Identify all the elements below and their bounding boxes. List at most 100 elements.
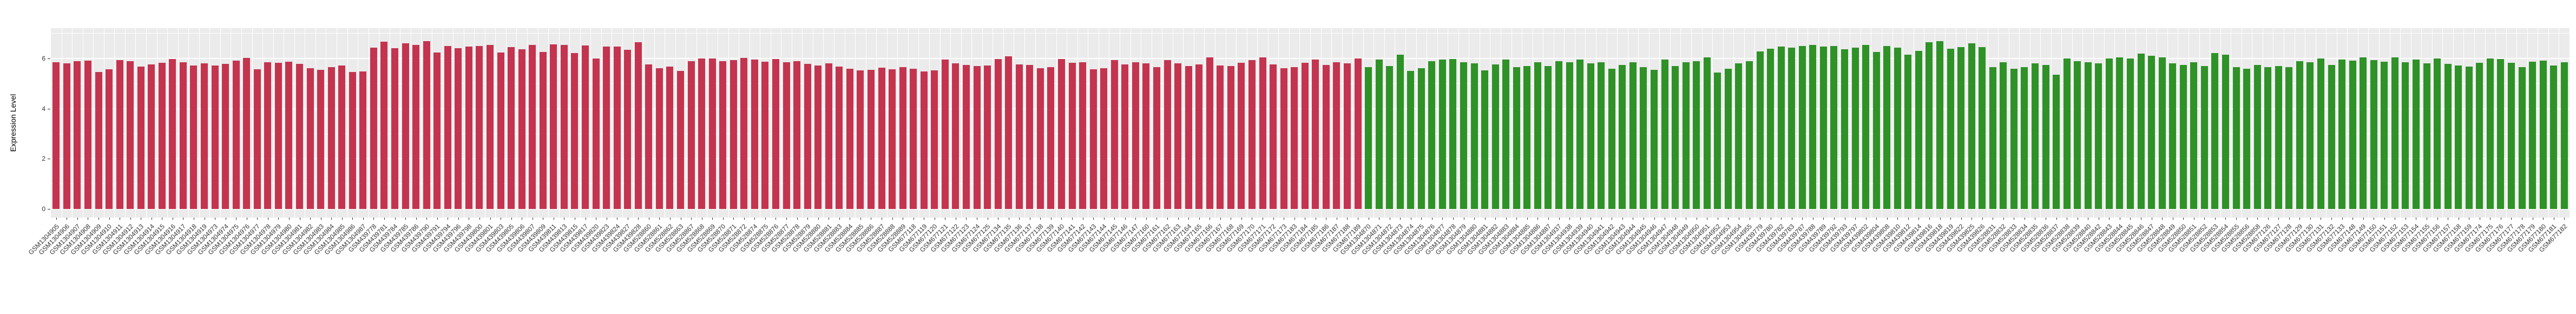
x-tick-mark bbox=[2003, 218, 2004, 220]
vertical-gridline bbox=[929, 28, 930, 218]
bar bbox=[793, 61, 801, 209]
bar bbox=[1132, 62, 1139, 209]
bar bbox=[465, 46, 472, 209]
bar bbox=[666, 67, 674, 209]
bar bbox=[2222, 55, 2229, 209]
vertical-gridline bbox=[2040, 28, 2041, 218]
bar bbox=[2211, 53, 2219, 209]
vertical-gridline bbox=[558, 28, 560, 218]
bar bbox=[550, 44, 557, 209]
bar bbox=[1248, 60, 1256, 209]
vertical-gridline bbox=[2019, 28, 2020, 218]
vertical-gridline bbox=[918, 28, 919, 218]
bar bbox=[1068, 63, 1076, 209]
bar bbox=[1164, 60, 1171, 209]
x-tick-mark bbox=[1961, 218, 1962, 220]
vertical-gridline bbox=[527, 28, 528, 218]
bar bbox=[232, 60, 240, 209]
y-tick-label: 0 bbox=[42, 205, 45, 213]
bar bbox=[2031, 63, 2039, 209]
bar bbox=[285, 61, 293, 209]
bar bbox=[1354, 58, 1362, 209]
vertical-gridline bbox=[1786, 28, 1787, 218]
vertical-gridline bbox=[1712, 28, 1713, 218]
vertical-gridline bbox=[696, 28, 697, 218]
bar bbox=[1142, 63, 1150, 209]
vertical-gridline bbox=[2326, 28, 2327, 218]
bar bbox=[1957, 47, 1965, 209]
bar bbox=[1651, 69, 1658, 209]
bar bbox=[1777, 46, 1785, 209]
bar bbox=[2063, 58, 2071, 209]
bar bbox=[1375, 60, 1383, 209]
vertical-gridline bbox=[971, 28, 972, 218]
bar bbox=[1989, 67, 1996, 209]
bar bbox=[1830, 45, 1838, 209]
bar bbox=[158, 62, 166, 209]
x-tick-mark bbox=[1834, 218, 1835, 220]
vertical-gridline bbox=[505, 28, 507, 218]
x-tick-mark bbox=[659, 218, 660, 220]
x-tick-mark bbox=[1908, 218, 1909, 220]
vertical-gridline bbox=[114, 28, 115, 218]
vertical-gridline bbox=[2199, 28, 2200, 218]
bar bbox=[2560, 62, 2568, 209]
x-tick-mark bbox=[1622, 218, 1623, 220]
x-tick-mark bbox=[1199, 218, 1200, 220]
x-tick-mark bbox=[352, 218, 353, 220]
x-tick-mark bbox=[426, 218, 428, 220]
vertical-gridline bbox=[2421, 28, 2422, 218]
x-tick-mark bbox=[2246, 218, 2248, 220]
x-tick-mark bbox=[1506, 218, 1507, 220]
bar bbox=[761, 61, 769, 209]
bar bbox=[1756, 51, 1764, 209]
x-tick-mark bbox=[2331, 218, 2332, 220]
vertical-gridline bbox=[1352, 28, 1353, 218]
y-tick-mark bbox=[48, 58, 50, 59]
bar bbox=[2296, 61, 2303, 209]
x-tick-mark bbox=[2162, 218, 2163, 220]
x-tick-mark bbox=[1019, 218, 1020, 220]
vertical-gridline bbox=[2368, 28, 2369, 218]
x-tick-mark bbox=[1559, 218, 1560, 220]
vertical-gridline bbox=[1659, 28, 1660, 218]
bar bbox=[1767, 49, 1775, 209]
y-tick-label: 2 bbox=[42, 155, 45, 163]
bar bbox=[95, 72, 102, 209]
x-tick-mark bbox=[1442, 218, 1443, 220]
bar bbox=[211, 66, 219, 209]
vertical-gridline bbox=[580, 28, 581, 218]
x-tick-mark bbox=[1474, 218, 1475, 220]
x-tick-mark bbox=[1516, 218, 1517, 220]
vertical-gridline bbox=[1670, 28, 1671, 218]
vertical-gridline bbox=[135, 28, 136, 218]
bar bbox=[1746, 61, 1753, 209]
x-tick-mark bbox=[1580, 218, 1581, 220]
x-tick-mark bbox=[1950, 218, 1951, 220]
bar bbox=[920, 71, 928, 209]
x-tick-mark bbox=[1802, 218, 1803, 220]
bar bbox=[317, 69, 325, 209]
vertical-gridline bbox=[675, 28, 676, 218]
vertical-gridline bbox=[855, 28, 856, 218]
bar bbox=[2253, 64, 2261, 209]
bar bbox=[1005, 56, 1013, 209]
bar bbox=[2306, 62, 2314, 209]
x-tick-mark bbox=[416, 218, 417, 220]
vertical-gridline bbox=[2548, 28, 2549, 218]
bar bbox=[2412, 60, 2420, 209]
vertical-gridline bbox=[1765, 28, 1766, 218]
bar bbox=[1555, 61, 1563, 209]
bar bbox=[846, 68, 853, 209]
x-tick-mark bbox=[1188, 218, 1190, 220]
bar bbox=[804, 64, 811, 209]
bar bbox=[1788, 47, 1796, 209]
x-tick-mark bbox=[1273, 218, 1274, 220]
x-tick-mark bbox=[2310, 218, 2311, 220]
vertical-gridline bbox=[2432, 28, 2433, 218]
x-tick-mark bbox=[860, 218, 861, 220]
bar bbox=[1608, 68, 1615, 209]
bar bbox=[1291, 67, 1298, 209]
bar bbox=[74, 61, 81, 209]
x-tick-mark bbox=[479, 218, 480, 220]
